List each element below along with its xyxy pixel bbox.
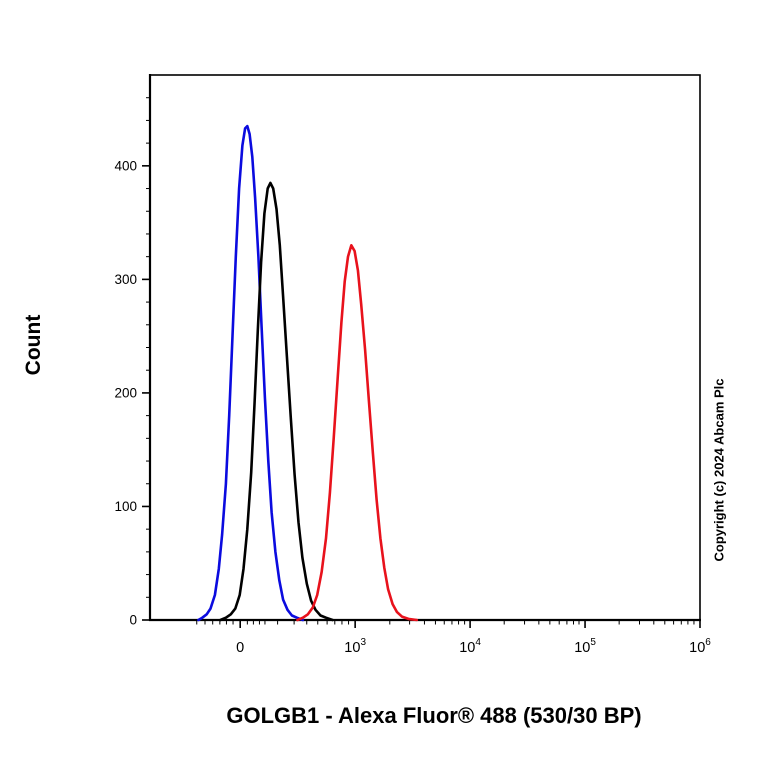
x-axis-title: GOLGB1 - Alexa Fluor® 488 (530/30 BP) (226, 703, 642, 728)
red-curve (296, 244, 419, 622)
copyright-text: Copyright (c) 2024 Abcam Plc (711, 378, 727, 562)
x-tick-label: 105 (574, 637, 596, 656)
y-tick-label: 200 (114, 385, 137, 400)
y-tick-label: 400 (114, 158, 137, 173)
x-tick-label: 106 (689, 637, 711, 656)
black-curve (219, 181, 334, 622)
x-tick-label: 0 (236, 640, 244, 656)
y-axis-label: Count (22, 314, 45, 376)
x-tick-label: 103 (344, 637, 366, 656)
y-tick-label: 100 (114, 499, 137, 514)
x-tick-label: 104 (459, 637, 481, 656)
y-tick-label: 0 (129, 613, 137, 628)
y-tick-label: 300 (114, 272, 137, 287)
blue-curve (197, 124, 305, 622)
